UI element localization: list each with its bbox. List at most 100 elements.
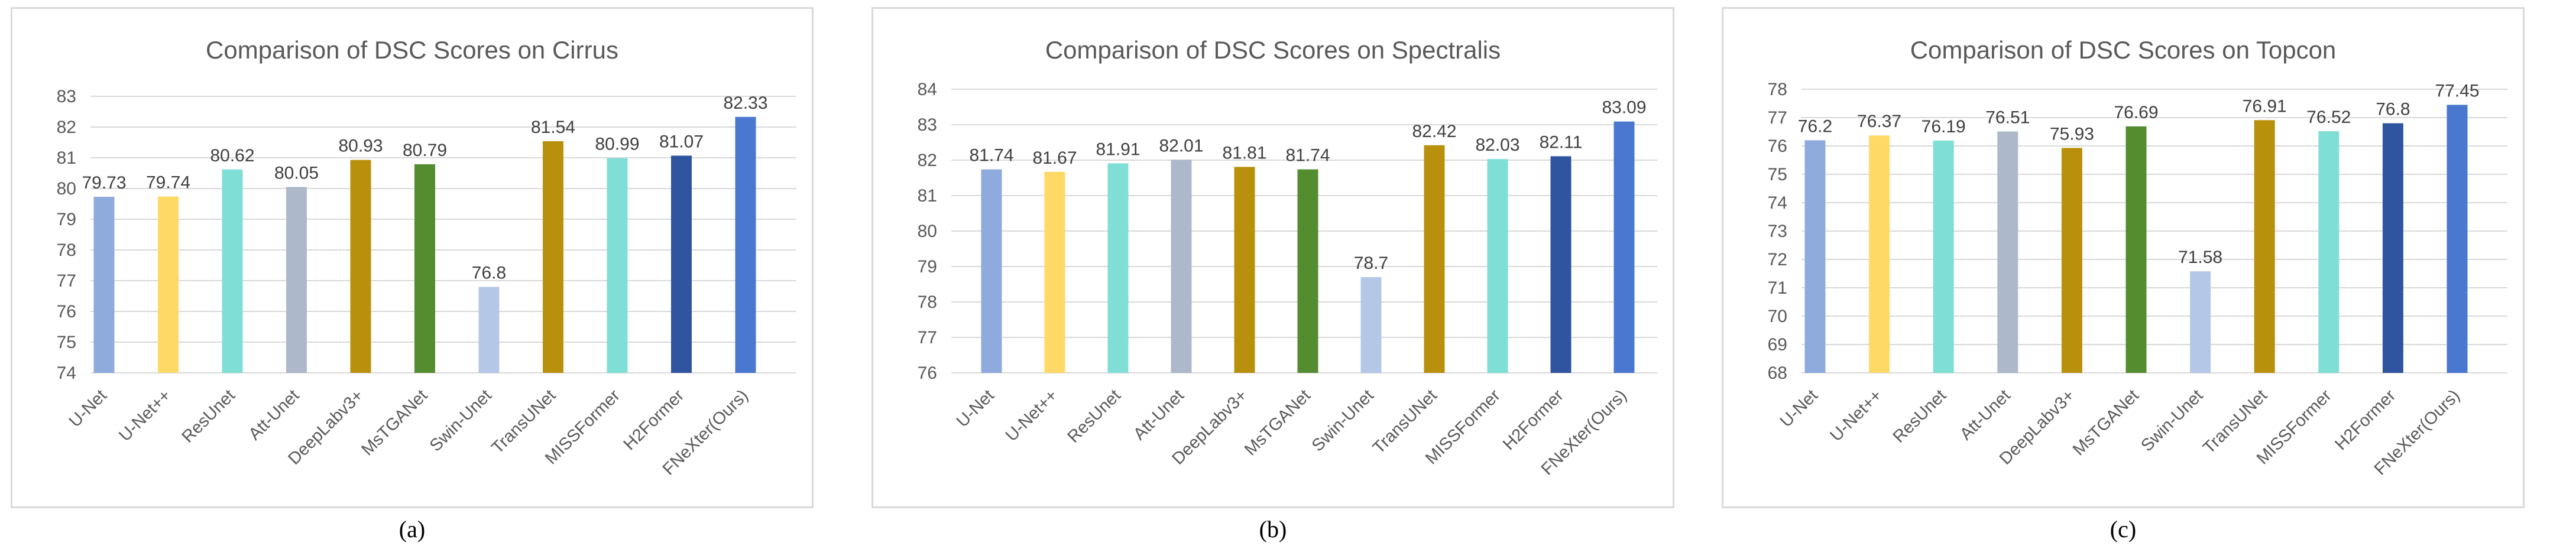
bar-u-net <box>981 169 1002 373</box>
data-label: 76.52 <box>2306 108 2351 127</box>
data-label: 82.01 <box>1159 136 1203 155</box>
caption-c: (c) <box>2110 516 2137 542</box>
x-tick-label: MsTGANet <box>2069 386 2143 459</box>
x-tick-label: ResUnet <box>1890 386 1950 446</box>
y-tick-label: 83 <box>57 87 76 106</box>
data-label: 79.74 <box>146 173 190 193</box>
y-tick-label: 76 <box>918 363 937 383</box>
x-tick-label: Swin-Unet <box>2137 386 2206 455</box>
data-label: 82.33 <box>723 93 767 113</box>
bar-transunet <box>1424 145 1445 373</box>
chart-title: Comparison of DSC Scores on Spectralis <box>1045 36 1501 64</box>
data-label: 76.37 <box>1857 112 1901 131</box>
y-tick-label: 82 <box>57 118 76 137</box>
bar-u-net <box>93 197 115 373</box>
data-label: 76.91 <box>2243 96 2287 116</box>
chart-spectralis: Comparison of DSC Scores on Spectralis 76… <box>918 36 1657 479</box>
x-tick-label: Swin-Unet <box>1308 386 1378 455</box>
data-label: 80.93 <box>338 136 383 156</box>
x-tick-label: U-Net++ <box>1002 386 1061 445</box>
chart-title: Comparison of DSC Scores on Topcon <box>1910 36 2337 64</box>
x-tick-label: H2Former <box>1499 386 1567 454</box>
data-label: 81.67 <box>1032 148 1077 168</box>
x-tick-label: U-Net <box>1777 386 1822 431</box>
bar-mstganet <box>2125 126 2147 373</box>
data-label: 78.7 <box>1354 254 1388 273</box>
y-tick-label: 69 <box>1768 335 1787 355</box>
y-tick-label: 77 <box>57 271 76 291</box>
bar-h2former <box>2382 123 2403 373</box>
bar-mstganet <box>414 164 435 373</box>
y-tick-label: 76 <box>57 302 76 321</box>
data-label: 76.8 <box>472 263 506 282</box>
x-tick-label: Att-Unet <box>1130 386 1188 444</box>
caption-b: (b) <box>1259 516 1287 542</box>
y-tick-label: 70 <box>1768 307 1787 326</box>
data-label: 79.73 <box>82 173 126 193</box>
chart-panel-topcon: Comparison of DSC Scores on Topcon 68 69 70… <box>1722 7 2525 508</box>
data-label: 80.62 <box>210 146 254 165</box>
y-tick-label: 77 <box>918 328 937 347</box>
y-tick-label: 81 <box>918 186 937 206</box>
bar-missformer <box>2318 131 2340 373</box>
y-tick-label: 76 <box>1768 136 1787 156</box>
data-label: 80.99 <box>595 135 639 154</box>
data-label: 76.19 <box>1922 117 1966 136</box>
y-tick-label: 77 <box>1768 108 1787 128</box>
y-tick-label: 81 <box>57 148 76 168</box>
y-tick-label: 74 <box>1768 193 1787 213</box>
data-label: 81.91 <box>1096 139 1140 159</box>
data-label: 80.05 <box>274 163 319 183</box>
data-label: 81.81 <box>1222 143 1266 162</box>
bar-swin-unet <box>478 287 500 373</box>
bar-resunet <box>222 169 243 373</box>
bar-fnexter-ours- <box>1613 121 1635 373</box>
y-tick-label: 78 <box>57 240 76 260</box>
data-label: 76.8 <box>2376 100 2410 119</box>
data-label: 82.42 <box>1412 122 1456 141</box>
x-tick-label: MsTGANet <box>358 386 431 459</box>
x-tick-label: Att-Unet <box>245 386 303 444</box>
bar-deeplabv3- <box>1234 167 1255 373</box>
bar-att-unet <box>1997 131 2018 373</box>
data-label: 83.09 <box>1602 98 1646 118</box>
bar-u-net- <box>1044 171 1065 373</box>
y-tick-label: 80 <box>57 179 76 199</box>
data-label: 75.93 <box>2050 124 2094 144</box>
bar-transunet <box>2254 120 2275 373</box>
chart-topcon: Comparison of DSC Scores on Topcon 68 69 70… <box>1768 36 2507 479</box>
y-tick-label: 82 <box>918 151 937 170</box>
bar-fnexter-ours- <box>735 116 756 373</box>
data-label: 71.58 <box>2178 248 2222 267</box>
bar-missformer <box>1487 159 1508 373</box>
y-tick-label: 79 <box>918 257 937 277</box>
x-tick-label: ResUnet <box>1064 386 1125 446</box>
bar-swin-unet <box>1360 277 1382 373</box>
bar-h2former <box>671 155 692 373</box>
x-tick-label: Att-Unet <box>1956 386 2014 444</box>
x-tick-label: H2Former <box>2331 386 2399 454</box>
data-label: 81.54 <box>531 118 575 137</box>
y-tick-label: 79 <box>57 210 76 229</box>
y-tick-label: 78 <box>918 292 937 312</box>
bar-u-net- <box>158 196 179 373</box>
bar-h2former <box>1550 156 1571 373</box>
y-tick-label: 84 <box>918 80 937 99</box>
x-tick-label: U-Net <box>66 386 111 431</box>
bar-transunet <box>543 141 563 373</box>
caption-a: (a) <box>398 516 426 542</box>
x-tick-label: U-Net++ <box>115 386 174 445</box>
chart-panel-cirrus: Comparison of DSC Scores on Cirrus 74 75 76… <box>11 7 814 508</box>
x-tick-label: U-Net++ <box>1826 386 1885 445</box>
data-label: 76.51 <box>1985 108 2030 128</box>
data-label: 76.69 <box>2114 103 2158 122</box>
bar-att-unet <box>1171 160 1192 373</box>
y-tick-label: 74 <box>57 363 76 383</box>
chart-panel-spectralis: Comparison of DSC Scores on Spectralis 76… <box>871 7 1674 508</box>
y-tick-label: 75 <box>1768 165 1787 184</box>
data-label: 76.2 <box>1798 116 1832 136</box>
data-label: 81.07 <box>659 132 704 151</box>
x-tick-label: Swin-Unet <box>426 386 495 455</box>
y-tick-label: 75 <box>57 333 76 352</box>
x-tick-label: U-Net <box>953 386 998 431</box>
